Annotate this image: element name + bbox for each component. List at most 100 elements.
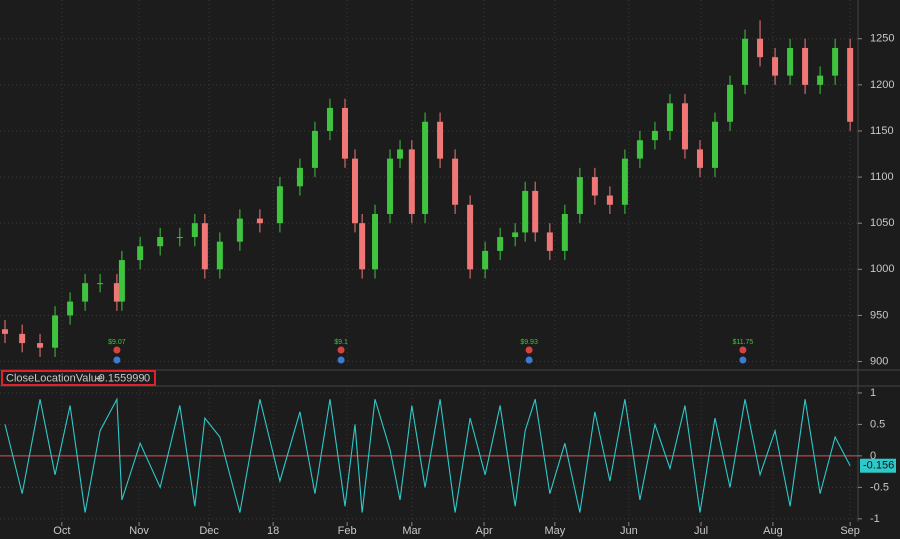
candle-body: [19, 333, 26, 344]
candle-body: [157, 237, 164, 247]
candle-body: [532, 190, 539, 233]
candle-body: [787, 47, 794, 76]
x-tick-label: Dec: [199, 525, 219, 537]
candle-body: [216, 241, 223, 270]
earnings-icon: [739, 356, 747, 364]
x-tick-label: Nov: [129, 525, 149, 537]
x-tick-label: Mar: [402, 525, 421, 537]
dividend-label: $11.75: [732, 339, 753, 346]
candle-body: [236, 218, 243, 242]
last-value-label: -0.156: [863, 460, 894, 472]
x-tick-label: Feb: [338, 525, 357, 537]
candle-body: [118, 260, 125, 302]
candle-body: [772, 57, 779, 76]
candle-body: [651, 130, 658, 141]
candle-body: [113, 283, 120, 302]
candle-body: [497, 237, 504, 251]
earnings-icon: [525, 356, 533, 364]
study-legend-box: [1, 370, 156, 386]
candle-body: [681, 103, 688, 150]
candle-body: [296, 167, 303, 187]
candle-body: [546, 232, 553, 251]
candle-body: [2, 329, 9, 334]
x-tick-label: Aug: [763, 525, 783, 537]
y-tick-label: 0: [870, 450, 876, 462]
candle-body: [408, 149, 415, 214]
candle-body: [191, 223, 198, 238]
candle-body: [742, 38, 749, 85]
candle-body: [576, 177, 583, 214]
candle-body: [52, 315, 59, 348]
candle-body: [82, 283, 89, 302]
candle-body: [422, 121, 429, 214]
candle-body: [482, 250, 489, 270]
candle-body: [467, 204, 474, 270]
y-tick-label: -0.5: [870, 481, 889, 493]
candle-body: [37, 343, 44, 348]
y-tick-label: 1150: [870, 125, 894, 137]
candle-body: [397, 149, 404, 159]
study-zero-level: 0: [144, 372, 150, 384]
dividend-label: $9.93: [520, 339, 538, 346]
candle-body: [606, 195, 613, 205]
candle-body: [256, 218, 263, 224]
x-tick-label: Sep: [840, 525, 860, 537]
study-name: CloseLocationValue: [6, 372, 103, 384]
x-tick-label: Jul: [694, 525, 708, 537]
candle-body: [201, 223, 208, 270]
candle-body: [727, 84, 734, 122]
dividend-icon: [337, 346, 345, 354]
candle-body: [817, 75, 824, 85]
dividend-label: $9.07: [108, 339, 126, 346]
candle-body: [372, 213, 379, 270]
candle-body: [712, 121, 718, 168]
candle-body: [621, 158, 628, 205]
y-tick-label: 1200: [870, 79, 894, 91]
y-tick-label: 0.5: [870, 418, 885, 430]
candle-body: [351, 158, 358, 224]
y-tick-label: 1050: [870, 217, 894, 229]
x-tick-label: Jun: [620, 525, 638, 537]
candle-body: [326, 107, 333, 131]
x-tick-label: May: [544, 525, 565, 537]
candle-body: [311, 130, 318, 168]
candle-body: [636, 140, 643, 159]
candle-body: [847, 47, 854, 122]
candle-body: [666, 103, 673, 131]
candle-body: [359, 223, 366, 270]
y-tick-label: 1000: [870, 263, 894, 275]
dividend-icon: [113, 346, 121, 354]
earnings-icon: [337, 356, 345, 364]
oscillator-line: [4, 397, 851, 513]
y-tick-label: 900: [870, 355, 888, 367]
candle-body: [696, 149, 703, 168]
earnings-icon: [113, 356, 121, 364]
candle-body: [591, 177, 598, 196]
y-tick-label: 950: [870, 309, 888, 321]
candle-body: [437, 121, 444, 159]
candle-body: [97, 283, 104, 285]
candle-body: [387, 158, 394, 214]
candle-body: [452, 158, 459, 205]
candle-body: [757, 38, 764, 58]
candle-body: [341, 107, 348, 159]
study-value: -0.155999: [95, 372, 145, 384]
candle-body: [67, 301, 74, 316]
y-tick-label: 1250: [870, 33, 894, 45]
dividend-icon: [739, 346, 747, 354]
candle-body: [176, 237, 183, 239]
x-tick-label: Apr: [475, 525, 492, 537]
y-tick-label: 1: [870, 387, 876, 399]
y-tick-label: 1100: [870, 171, 894, 183]
candle-body: [802, 47, 809, 85]
candle-body: [832, 47, 839, 76]
x-tick-label: 18: [267, 525, 279, 537]
y-tick-label: -1: [870, 513, 880, 525]
dividend-label: $9.1: [334, 339, 348, 346]
last-value-tag: [860, 458, 896, 473]
candle-body: [512, 232, 519, 238]
dividend-icon: [525, 346, 533, 354]
